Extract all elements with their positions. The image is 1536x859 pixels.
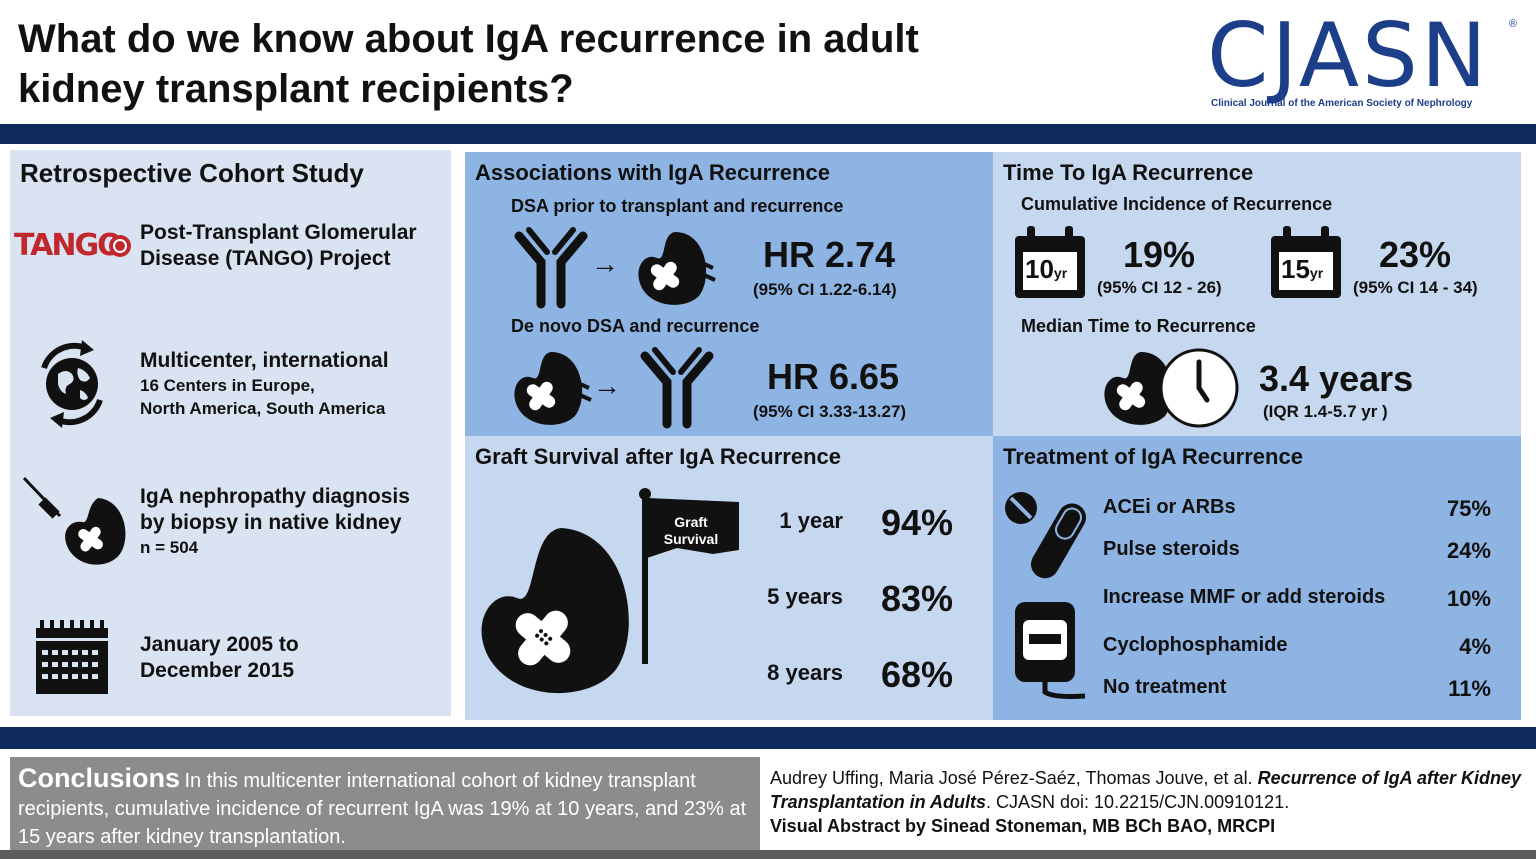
treatment-label: No treatment <box>1103 676 1227 698</box>
treatment-panel: Treatment of IgA Recurrence ACEi or ARBs… <box>993 436 1521 720</box>
top-band <box>0 124 1536 144</box>
multicenter-line-2: North America, South America <box>140 399 386 418</box>
time-title: Time To IgA Recurrence <box>1003 160 1254 185</box>
multicenter-line-1: 16 Centers in Europe, <box>140 376 315 395</box>
treatment-value: 10% <box>1446 586 1491 611</box>
treatment-title: Treatment of IgA Recurrence <box>1003 444 1303 469</box>
calendar-15yr-icon <box>1271 226 1341 298</box>
cjasn-logo-subtitle: Clinical Journal of the American Society… <box>1211 98 1473 109</box>
time-panel: Time To IgA Recurrence Cumulative Incide… <box>993 152 1521 436</box>
antibody-icon <box>514 227 588 309</box>
associations-panel: Associations with IgA Recurrence DSA pri… <box>465 152 993 436</box>
flag-line-2: Survival <box>663 531 719 547</box>
biopsy-text: IgA nephropathy diagnosis by biopsy in n… <box>140 484 410 559</box>
incidence-15yr: 23% <box>1379 234 1452 275</box>
visual-abstract-credit: Visual Abstract by Sinead Stoneman, MB B… <box>770 816 1276 836</box>
calendar-icon <box>36 620 108 694</box>
biopsy-n: n = 504 <box>140 538 199 557</box>
incidence-10yr-ci: (95% CI 12 - 26) <box>1097 278 1222 297</box>
bottom-band <box>0 727 1536 749</box>
citation-doi: . CJASN doi: 10.2215/CJN.00910121. <box>986 792 1290 812</box>
incidence-15yr-ci: (95% CI 14 - 34) <box>1353 278 1478 297</box>
incidence-10yr: 19% <box>1123 234 1196 275</box>
cohort-panel: Retrospective Cohort Study TANGO Post-Tr… <box>10 150 451 716</box>
tango-emblem-icon <box>109 235 131 257</box>
treatment-value: 4% <box>1459 634 1491 659</box>
conclusions-heading: Conclusions <box>18 763 181 793</box>
calendar-15yr-label: 15yr <box>1281 254 1323 285</box>
treatment-label: Cyclophosphamide <box>1103 634 1288 656</box>
treatment-value: 75% <box>1446 496 1491 521</box>
treatment-label: Pulse steroids <box>1103 538 1240 560</box>
arrow-icon: → <box>593 370 621 401</box>
dates-text: January 2005 to December 2015 <box>140 632 299 684</box>
bottom-strip <box>0 850 1536 859</box>
graft-row-label: 5 years <box>767 584 843 609</box>
kidney-flag-icon <box>481 488 739 694</box>
tango-line-2: Disease (TANGO) Project <box>140 247 391 270</box>
registered-mark: ® <box>1508 18 1517 30</box>
graft-row-label: 8 years <box>767 660 843 685</box>
biopsy-line-2: by biopsy in native kidney <box>140 511 402 534</box>
multicenter-title: Multicenter, international <box>140 349 389 372</box>
title-line-1: What do we know about IgA recurrence in … <box>18 17 919 61</box>
graft-row-value: 68% <box>880 654 953 695</box>
pills-icon <box>1005 492 1086 579</box>
treatment-value: 24% <box>1446 538 1491 563</box>
median-iqr: (IQR 1.4-5.7 yr ) <box>1263 402 1388 421</box>
multicenter-text: Multicenter, international 16 Centers in… <box>140 348 389 420</box>
denovo-ci: (95% CI 3.33-13.27) <box>753 402 907 421</box>
tango-logo-text: TANGO <box>14 228 123 263</box>
median-label: Median Time to Recurrence <box>1021 316 1256 336</box>
calendar-15-unit: yr <box>1309 265 1324 281</box>
calendar-10-unit: yr <box>1053 265 1068 281</box>
calendar-15-number: 15 <box>1281 254 1310 284</box>
calendar-10yr-icon <box>1015 226 1085 298</box>
iv-bag-icon <box>1015 602 1086 699</box>
calendar-10-number: 10 <box>1025 254 1054 284</box>
calendar-10yr-label: 10yr <box>1025 254 1067 285</box>
graft-row-value: 83% <box>880 578 953 619</box>
cjasn-logo: CJASN ® Clinical Journal of the American… <box>1205 10 1525 115</box>
arrow-icon: → <box>591 248 619 279</box>
kidney-clock-icon <box>1104 348 1239 428</box>
treatment-label: ACEi or ARBs <box>1103 496 1236 518</box>
biopsy-line-1: IgA nephropathy diagnosis <box>140 485 410 508</box>
dsa-prior-ci: (95% CI 1.22-6.14) <box>753 280 897 299</box>
median-value: 3.4 years <box>1259 358 1414 399</box>
denovo-hr: HR 6.65 <box>767 356 900 397</box>
cjasn-logo-text: CJASN <box>1207 4 1490 107</box>
conclusions-body: In this multicenter international cohort… <box>18 770 747 848</box>
citation: Audrey Uffing, Maria José Pérez-Saéz, Th… <box>770 766 1530 838</box>
title-line-2: kidney transplant recipients? <box>18 67 574 111</box>
flag-line-1: Graft <box>674 514 708 530</box>
transplant-kidney-icon <box>638 232 716 305</box>
transplant-kidney-icon <box>514 352 592 425</box>
graft-flag-label: Graft Survival <box>655 514 727 548</box>
citation-article-title: Recurrence of IgA after Kidney Transplan… <box>770 768 1521 812</box>
graft-row-label: 1 year <box>779 508 843 533</box>
associations-title: Associations with IgA Recurrence <box>475 160 830 185</box>
page-title: What do we know about IgA recurrence in … <box>18 14 1018 114</box>
antibody-icon <box>640 347 714 429</box>
denovo-label: De novo DSA and recurrence <box>511 316 760 336</box>
dates-line-2: December 2015 <box>140 659 295 682</box>
dates-line-1: January 2005 to <box>140 633 299 656</box>
globe-recycle-icon <box>41 340 103 428</box>
dsa-prior-label: DSA prior to transplant and recurrence <box>511 196 844 216</box>
cumulative-label: Cumulative Incidence of Recurrence <box>1021 194 1333 214</box>
dsa-prior-hr: HR 2.74 <box>763 234 896 275</box>
biopsy-kidney-icon <box>22 476 126 565</box>
tango-logo: TANGO <box>14 228 123 263</box>
citation-authors: Audrey Uffing, Maria José Pérez-Saéz, Th… <box>770 768 1253 788</box>
treatment-label: Increase MMF or add steroids <box>1103 586 1386 608</box>
tango-line-1: Post-Transplant Glomerular <box>140 221 417 244</box>
cohort-title: Retrospective Cohort Study <box>20 158 364 188</box>
tango-text: Post-Transplant Glomerular Disease (TANG… <box>140 220 417 272</box>
graft-panel: Graft Survival after IgA Recurrence Graf… <box>465 436 993 720</box>
graft-row-value: 94% <box>880 502 953 543</box>
conclusions-box: Conclusions In this multicenter internat… <box>10 757 760 850</box>
graft-title: Graft Survival after IgA Recurrence <box>475 444 841 469</box>
treatment-value: 11% <box>1448 676 1491 701</box>
